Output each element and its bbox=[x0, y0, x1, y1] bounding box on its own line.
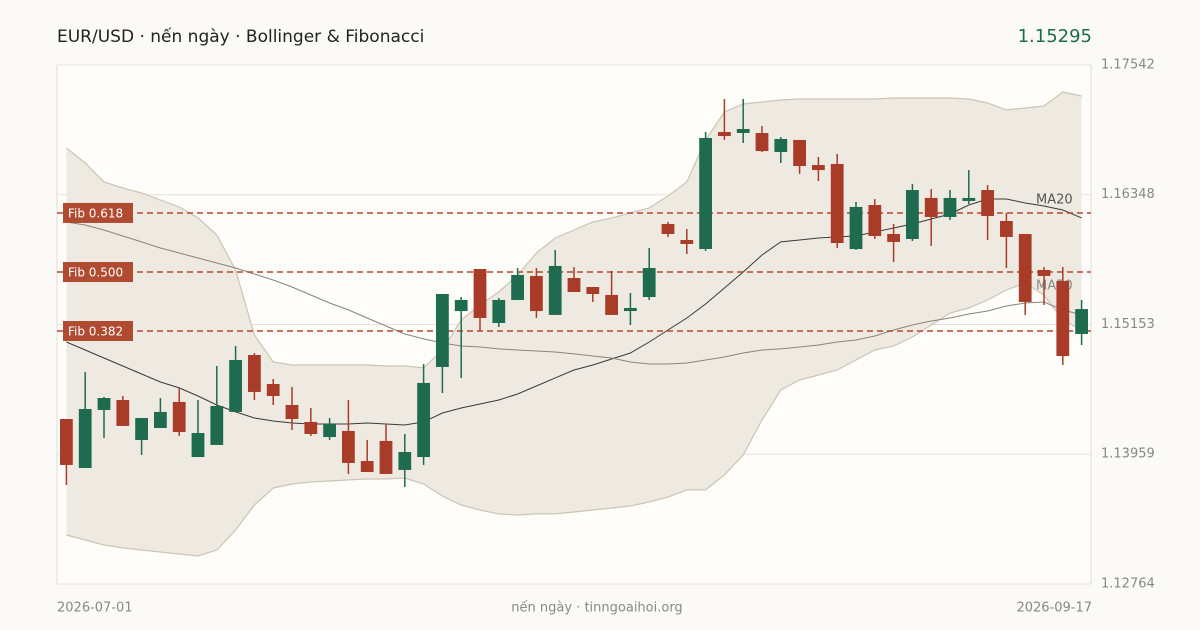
last-price: 1.15295 bbox=[1018, 26, 1092, 47]
candle-body bbox=[492, 299, 506, 323]
candle-body bbox=[586, 287, 600, 294]
candle-body bbox=[774, 138, 788, 153]
y-tick-label: 1.15153 bbox=[1101, 317, 1155, 332]
ma-line bbox=[66, 221, 1082, 365]
candle-body bbox=[229, 360, 242, 412]
candle-body bbox=[924, 197, 938, 217]
candle-body bbox=[661, 224, 675, 235]
candle-body bbox=[78, 409, 92, 468]
candle-body bbox=[342, 430, 355, 463]
candle-body bbox=[323, 423, 336, 438]
candle-body bbox=[266, 384, 280, 396]
candle-body bbox=[135, 418, 148, 440]
candle-body bbox=[116, 399, 130, 426]
candle-body bbox=[97, 398, 111, 410]
candle-body bbox=[172, 401, 186, 433]
candle-body bbox=[436, 293, 449, 367]
source: nến ngày · tinngoaihoi.org bbox=[511, 601, 682, 616]
fib-label: Fib 0.382 bbox=[68, 325, 123, 339]
candle-body bbox=[887, 234, 900, 242]
candle-body bbox=[191, 433, 205, 458]
y-tick-label: 1.13959 bbox=[1101, 447, 1155, 462]
candle-body bbox=[548, 265, 562, 315]
candle-body bbox=[868, 205, 882, 236]
candle-body bbox=[1000, 220, 1013, 237]
candle-body bbox=[511, 274, 524, 300]
candle-body bbox=[718, 132, 731, 137]
candle-body bbox=[210, 405, 224, 445]
candle-body bbox=[530, 275, 543, 312]
fib-label-box bbox=[63, 321, 133, 342]
candle-body bbox=[454, 299, 468, 312]
candle-body bbox=[793, 139, 806, 167]
candle-body bbox=[642, 268, 656, 298]
candle-body bbox=[417, 382, 430, 458]
fib-label-box bbox=[63, 262, 133, 283]
candle-body bbox=[304, 421, 318, 434]
candle-body bbox=[360, 461, 374, 473]
bollinger-lower bbox=[66, 282, 1082, 557]
ma-label: MA20 bbox=[1036, 192, 1073, 207]
candle-body bbox=[812, 165, 825, 171]
candle-body bbox=[567, 278, 581, 293]
bollinger-upper bbox=[66, 91, 1082, 369]
candle-body bbox=[285, 404, 299, 420]
y-tick-label: 1.12764 bbox=[1101, 577, 1155, 592]
candle-body bbox=[906, 190, 919, 240]
candle-body bbox=[248, 355, 261, 392]
candle-body bbox=[398, 452, 412, 470]
candle-body bbox=[154, 411, 167, 429]
x-tick-label: 2026-07-01 bbox=[57, 601, 133, 616]
candle-body bbox=[1056, 280, 1070, 357]
candle-body bbox=[473, 268, 487, 318]
candle-body bbox=[379, 440, 393, 474]
candle-body bbox=[981, 190, 994, 216]
candle-body bbox=[1075, 309, 1088, 334]
candle-body bbox=[1037, 269, 1051, 276]
candle-body bbox=[1018, 234, 1032, 303]
fib-label-box bbox=[63, 202, 133, 223]
candle-body bbox=[605, 294, 618, 315]
y-tick-label: 1.17542 bbox=[1101, 58, 1155, 73]
candle-body bbox=[849, 206, 863, 250]
candle-body bbox=[830, 163, 844, 244]
bollinger-band bbox=[66, 92, 1082, 556]
candle-body bbox=[680, 239, 694, 245]
candle-body bbox=[943, 197, 957, 217]
fib-label: Fib 0.500 bbox=[68, 266, 123, 280]
candle-body bbox=[699, 137, 712, 250]
candle-body bbox=[962, 197, 976, 201]
chart-title: EUR/USD · nến ngày · Bollinger & Fibonac… bbox=[57, 26, 424, 47]
fib-label: Fib 0.618 bbox=[68, 206, 123, 220]
x-tick-label: 2026-09-17 bbox=[1016, 601, 1092, 616]
candle-body bbox=[736, 128, 750, 133]
candle-body bbox=[755, 132, 769, 152]
y-tick-label: 1.16348 bbox=[1101, 187, 1155, 202]
candle-body bbox=[60, 419, 73, 465]
candle-body bbox=[624, 307, 637, 312]
